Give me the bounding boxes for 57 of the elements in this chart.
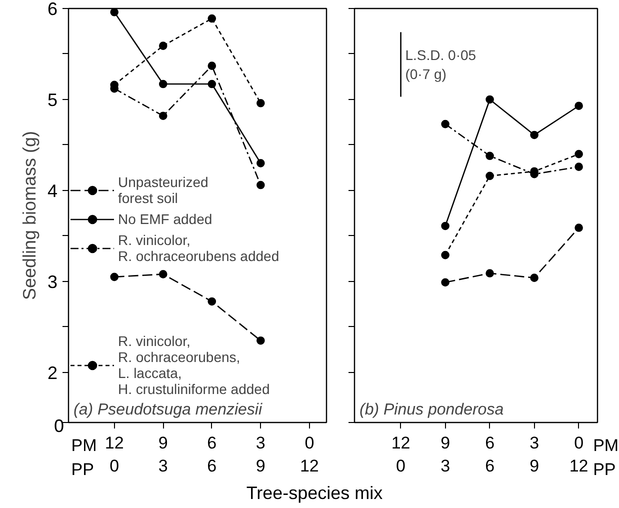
x-tick-label: 0 12 (569, 434, 588, 476)
point (110, 8, 118, 16)
legend-label: No EMF added (118, 211, 212, 227)
x-axis-title: Tree-species mix (245, 483, 384, 503)
y-tick-label: 4 (47, 180, 58, 201)
text: PP (71, 460, 94, 479)
point (158, 112, 168, 120)
x-tick-label: 0 12 (300, 434, 319, 476)
point (256, 336, 265, 345)
text: (a) Pseudotsuga menziesii (74, 402, 262, 418)
text: 0 (54, 416, 64, 436)
x-tick-label: 6 6 (485, 434, 495, 476)
x-tick-label: 9 3 (440, 434, 450, 476)
legend-label: Unpasteurized forest soil (118, 174, 208, 206)
point (110, 272, 118, 282)
x-tick-label: 12 0 (391, 434, 410, 476)
point (530, 274, 538, 282)
point (158, 42, 168, 50)
y-axis-title: Seedling biomass (g) (19, 130, 40, 300)
point (158, 270, 168, 278)
point (486, 152, 494, 160)
y-tick-label: 6 (47, 0, 58, 19)
point (574, 150, 583, 158)
annotation: L.S.D. 0·05 (0·7 g) (405, 46, 476, 82)
point (530, 130, 538, 140)
x-tick-label: 9 3 (158, 434, 168, 476)
x-tick-label: 12 0 (104, 434, 124, 476)
point (441, 120, 450, 128)
text: PM (71, 436, 97, 455)
text: (b) Pinus ponderosa (360, 402, 504, 418)
point (208, 62, 216, 70)
point (486, 95, 494, 104)
x-tick-label: 3 9 (530, 434, 540, 476)
text: PP (593, 460, 616, 479)
point (158, 80, 168, 88)
point (574, 162, 583, 171)
point (256, 159, 265, 168)
x-tick-label: 3 9 (256, 434, 266, 476)
point (486, 269, 494, 278)
point (574, 224, 583, 232)
point (208, 297, 216, 306)
legend-label: R. vinicolor, R. ochraceorubens added (118, 232, 280, 264)
x-tick-label: 6 6 (207, 434, 217, 476)
text: PM (593, 436, 619, 455)
point (256, 180, 265, 190)
y-tick-label: 3 (47, 272, 58, 292)
point (208, 80, 216, 88)
point (441, 250, 450, 260)
point (486, 172, 494, 180)
point (208, 14, 216, 23)
y-tick-label: 5 (47, 90, 58, 110)
legend-label: R. vinicolor, R. ochraceorubens, L. laccata, H. crustuliniforme added (118, 333, 270, 397)
point (574, 102, 583, 110)
point (441, 278, 450, 287)
point (441, 222, 450, 230)
y-tick-label: 2 (47, 362, 58, 383)
point (256, 98, 265, 108)
